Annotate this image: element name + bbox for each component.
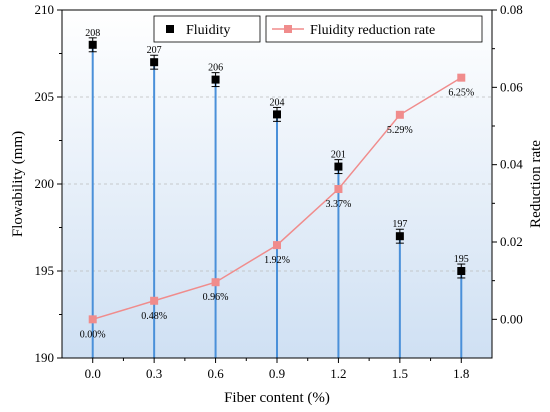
reduction-rate-label: 0.96% — [203, 292, 229, 303]
x-tick-label: 1.5 — [392, 366, 408, 381]
fluidity-value-label: 195 — [454, 254, 469, 265]
x-tick-label: 0.3 — [146, 366, 162, 381]
reduction-rate-label: 3.37% — [326, 199, 352, 210]
y-right-tick-label: 0.00 — [500, 311, 523, 326]
legend-marker-reduction — [284, 25, 292, 33]
reduction-rate-point — [150, 296, 159, 305]
reduction-rate-point — [334, 185, 343, 194]
reduction-rate-series — [88, 73, 466, 324]
y-left-tick-label: 205 — [35, 89, 55, 104]
fluidity-value-label: 206 — [208, 63, 223, 74]
y-left-tick-label: 195 — [35, 263, 55, 278]
axis-ticks: 190 195 200 205 210 0.00 0.02 0.04 0.06 0.08 0.0 0.… — [35, 2, 524, 381]
fluidity-series — [88, 37, 466, 279]
fluidity-point — [150, 58, 159, 67]
y-right-tick-label: 0.02 — [500, 234, 523, 249]
reduction-rate-point — [211, 278, 220, 287]
reduction-rate-label: 1.92% — [264, 255, 290, 266]
fluidity-point — [457, 267, 466, 275]
legend: Fluidity Fluidity reduction rate — [153, 15, 483, 43]
y-axis-right-label: Reduction rate — [528, 140, 544, 228]
fluidity-point — [211, 75, 220, 84]
legend-label-reduction: Fluidity reduction rate — [310, 23, 435, 38]
fluidity-value-label: 207 — [147, 45, 162, 56]
data-labels: 208 207 206 204 201 197 195 0.00% 0.48% 0.96% 1.92… — [80, 28, 474, 341]
reduction-rate-label: 6.25% — [448, 88, 474, 99]
x-tick-label: 0.0 — [85, 366, 101, 381]
fluidity-point — [334, 162, 343, 171]
y-axis-left-label: Flowability (mm) — [10, 131, 26, 237]
x-tick-label: 1.8 — [453, 366, 469, 381]
y-left-tick-label: 200 — [35, 176, 55, 191]
fluidity-value-label: 197 — [392, 219, 407, 230]
legend-marker-fluidity — [166, 25, 174, 33]
fluidity-stems — [91, 44, 463, 358]
fluidity-value-label: 201 — [331, 150, 346, 161]
fluidity-point — [395, 232, 404, 241]
y-right-tick-label: 0.06 — [500, 79, 523, 94]
reduction-rate-point — [273, 241, 281, 250]
reduction-rate-label: 5.29% — [387, 125, 413, 136]
fluidity-value-label: 208 — [85, 28, 100, 39]
y-right-tick-label: 0.08 — [500, 2, 523, 17]
reduction-rate-point — [457, 73, 466, 82]
legend-label-fluidity: Fluidity — [186, 23, 230, 38]
reduction-rate-point — [88, 315, 97, 324]
fluidity-value-label: 204 — [270, 97, 285, 108]
y-right-tick-label: 0.04 — [500, 157, 523, 172]
x-tick-label: 0.9 — [269, 366, 285, 381]
x-tick-label: 1.2 — [330, 366, 346, 381]
y-left-tick-label: 190 — [35, 350, 55, 365]
reduction-rate-point — [395, 110, 404, 119]
y-left-tick-label: 210 — [35, 2, 55, 17]
fluidity-point — [88, 40, 97, 49]
x-tick-label: 0.6 — [207, 366, 224, 381]
reduction-rate-label: 0.48% — [141, 311, 167, 322]
fluidity-point — [273, 110, 281, 119]
x-axis-label: Fiber content (%) — [224, 390, 330, 406]
reduction-rate-label: 0.00% — [80, 329, 106, 340]
